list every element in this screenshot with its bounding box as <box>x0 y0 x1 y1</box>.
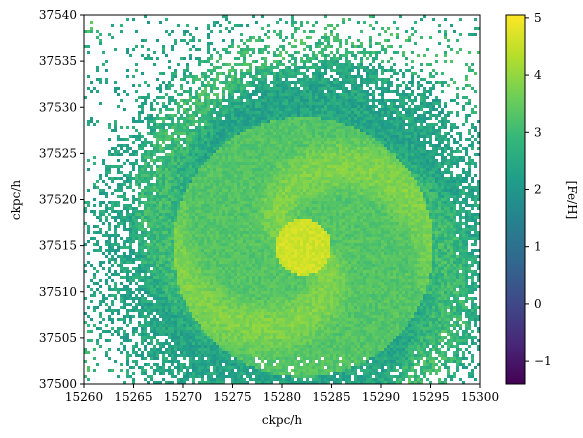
y-tick-label: 37535 <box>39 54 77 68</box>
x-tick-label: 15260 <box>65 390 103 404</box>
y-tick-label: 37505 <box>39 331 77 345</box>
colorbar-tick-label: 1 <box>534 240 542 254</box>
y-tick-label: 37525 <box>39 146 77 160</box>
x-axis-ticks: 15260 15265 15270 15275 15280 15285 15290 15295… <box>65 384 499 404</box>
y-tick-label: 37520 <box>39 193 77 207</box>
x-tick-label: 15295 <box>411 390 449 404</box>
x-axis-label: ckpc/h <box>262 413 302 427</box>
x-tick-label: 15290 <box>362 390 400 404</box>
colorbar-ticks: −1 0 1 2 3 4 5 <box>525 11 552 368</box>
colorbar-tick-label: 5 <box>534 11 542 25</box>
x-tick-label: 15280 <box>263 390 301 404</box>
colorbar-tick-label: 2 <box>534 182 542 196</box>
colorbar-label: [Fe/H] <box>565 181 579 220</box>
colorbar <box>505 14 526 385</box>
x-tick-label: 15300 <box>461 390 499 404</box>
y-tick-label: 37530 <box>39 100 77 114</box>
colorbar-tick-label: 0 <box>534 297 542 311</box>
y-tick-label: 37540 <box>39 8 77 22</box>
y-axis-ticks: 37500 37505 37510 37515 37520 37525 37530 37535… <box>39 8 84 391</box>
y-axis-label: ckpc/h <box>9 180 23 220</box>
colorbar-tick-label: −1 <box>534 354 552 368</box>
y-tick-label: 37515 <box>39 239 77 253</box>
colorbar-tick-label: 3 <box>534 125 542 139</box>
x-tick-label: 15285 <box>312 390 350 404</box>
x-tick-label: 15275 <box>213 390 251 404</box>
y-tick-label: 37500 <box>39 377 77 391</box>
x-tick-label: 15270 <box>164 390 202 404</box>
heatmap-area <box>84 15 480 384</box>
colorbar-tick-label: 4 <box>534 68 542 82</box>
y-tick-label: 37510 <box>39 285 77 299</box>
x-tick-label: 15265 <box>114 390 152 404</box>
